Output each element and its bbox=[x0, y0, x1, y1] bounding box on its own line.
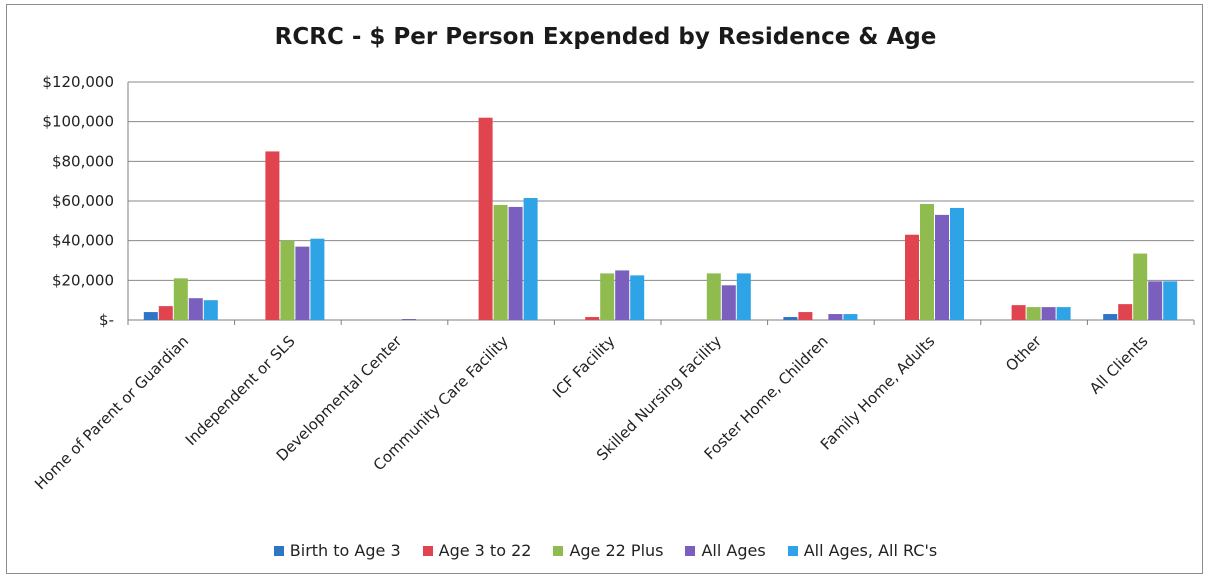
x-category-label: ICF Facility bbox=[549, 332, 619, 402]
bar-all-ages-all-rc-s bbox=[736, 273, 751, 320]
bar-all-ages bbox=[402, 319, 416, 320]
bar-age-22-plus bbox=[920, 203, 934, 320]
legend-swatch bbox=[553, 545, 564, 556]
bar-all-ages-all-rc-s bbox=[1163, 281, 1178, 320]
bar-all-ages bbox=[508, 206, 523, 320]
bar-all-ages bbox=[1041, 307, 1056, 320]
bar-age-22-plus bbox=[493, 204, 508, 320]
bar-all-ages-all-rc-s bbox=[843, 314, 858, 320]
bar-age-22-plus bbox=[1133, 253, 1148, 320]
bar-all-ages bbox=[935, 214, 949, 320]
bar-age-3-to-22 bbox=[478, 117, 493, 320]
y-tick-label: $100,000 bbox=[42, 113, 114, 131]
bar-age-3-to-22 bbox=[798, 312, 813, 320]
bar-age-22-plus bbox=[706, 273, 721, 320]
x-category-label: Home of Parent or Guardian bbox=[31, 332, 192, 493]
legend-swatch bbox=[685, 545, 696, 556]
bar-age-22-plus bbox=[280, 240, 295, 320]
x-category-label: All Clients bbox=[1086, 332, 1152, 398]
chart-legend: Birth to Age 3 Age 3 to 22 Age 22 Plus All … bbox=[0, 541, 1211, 560]
bar-age-3-to-22 bbox=[158, 306, 173, 320]
bar-all-ages bbox=[615, 270, 630, 320]
chart-title: RCRC - $ Per Person Expended by Residenc… bbox=[274, 24, 937, 50]
bar-age-22-plus bbox=[600, 273, 615, 320]
bar-birth-to-age-3 bbox=[783, 317, 798, 320]
legend-item: Age 3 to 22 bbox=[422, 541, 532, 560]
bar-birth-to-age-3 bbox=[1103, 314, 1118, 320]
y-tick-label: $60,000 bbox=[52, 192, 114, 210]
bar-all-ages-all-rc-s bbox=[310, 238, 325, 320]
legend-item: Age 22 Plus bbox=[553, 541, 663, 560]
bar-age-3-to-22 bbox=[905, 234, 919, 320]
legend-label: Age 3 to 22 bbox=[438, 541, 532, 560]
bar-all-ages-all-rc-s bbox=[1056, 307, 1071, 320]
legend-swatch bbox=[787, 545, 798, 556]
bar-all-ages bbox=[295, 246, 310, 320]
bar-all-ages-all-rc-s bbox=[523, 198, 538, 320]
bar-birth-to-age-3 bbox=[143, 312, 158, 320]
x-category-label: Family Home, Adults bbox=[817, 332, 939, 454]
legend-item: Birth to Age 3 bbox=[273, 541, 401, 560]
legend-item: All Ages, All RC's bbox=[787, 541, 938, 560]
bar-all-ages-all-rc-s bbox=[203, 300, 218, 320]
bar-age-3-to-22 bbox=[265, 151, 280, 320]
legend-item: All Ages bbox=[685, 541, 766, 560]
bar-all-ages-all-rc-s bbox=[950, 207, 964, 320]
x-category-label: Other bbox=[1002, 332, 1045, 375]
y-tick-label: $20,000 bbox=[52, 271, 114, 289]
x-category-label: Foster Home, Children bbox=[701, 332, 832, 463]
legend-label: All Ages, All RC's bbox=[803, 541, 938, 560]
bar-all-ages bbox=[721, 285, 736, 320]
bar-all-ages bbox=[188, 298, 203, 320]
bar-age-3-to-22 bbox=[585, 317, 600, 320]
bar-all-ages-all-rc-s bbox=[630, 275, 645, 320]
y-tick-label: $- bbox=[99, 311, 114, 329]
y-tick-label: $40,000 bbox=[52, 232, 114, 250]
x-category-label: Independent or SLS bbox=[182, 332, 299, 449]
legend-label: Birth to Age 3 bbox=[289, 541, 401, 560]
y-tick-label: $80,000 bbox=[52, 152, 114, 170]
bar-all-ages bbox=[828, 314, 843, 320]
bar-age-22-plus bbox=[173, 278, 188, 320]
bar-age-3-to-22 bbox=[1118, 304, 1133, 320]
legend-label: Age 22 Plus bbox=[569, 541, 664, 560]
legend-swatch bbox=[422, 545, 433, 556]
y-tick-label: $120,000 bbox=[42, 73, 114, 91]
bar-all-ages bbox=[1148, 281, 1163, 320]
bar-age-22-plus bbox=[1026, 307, 1041, 320]
legend-swatch bbox=[273, 545, 284, 556]
bar-age-3-to-22 bbox=[1011, 305, 1026, 320]
legend-label: All Ages bbox=[701, 541, 766, 560]
